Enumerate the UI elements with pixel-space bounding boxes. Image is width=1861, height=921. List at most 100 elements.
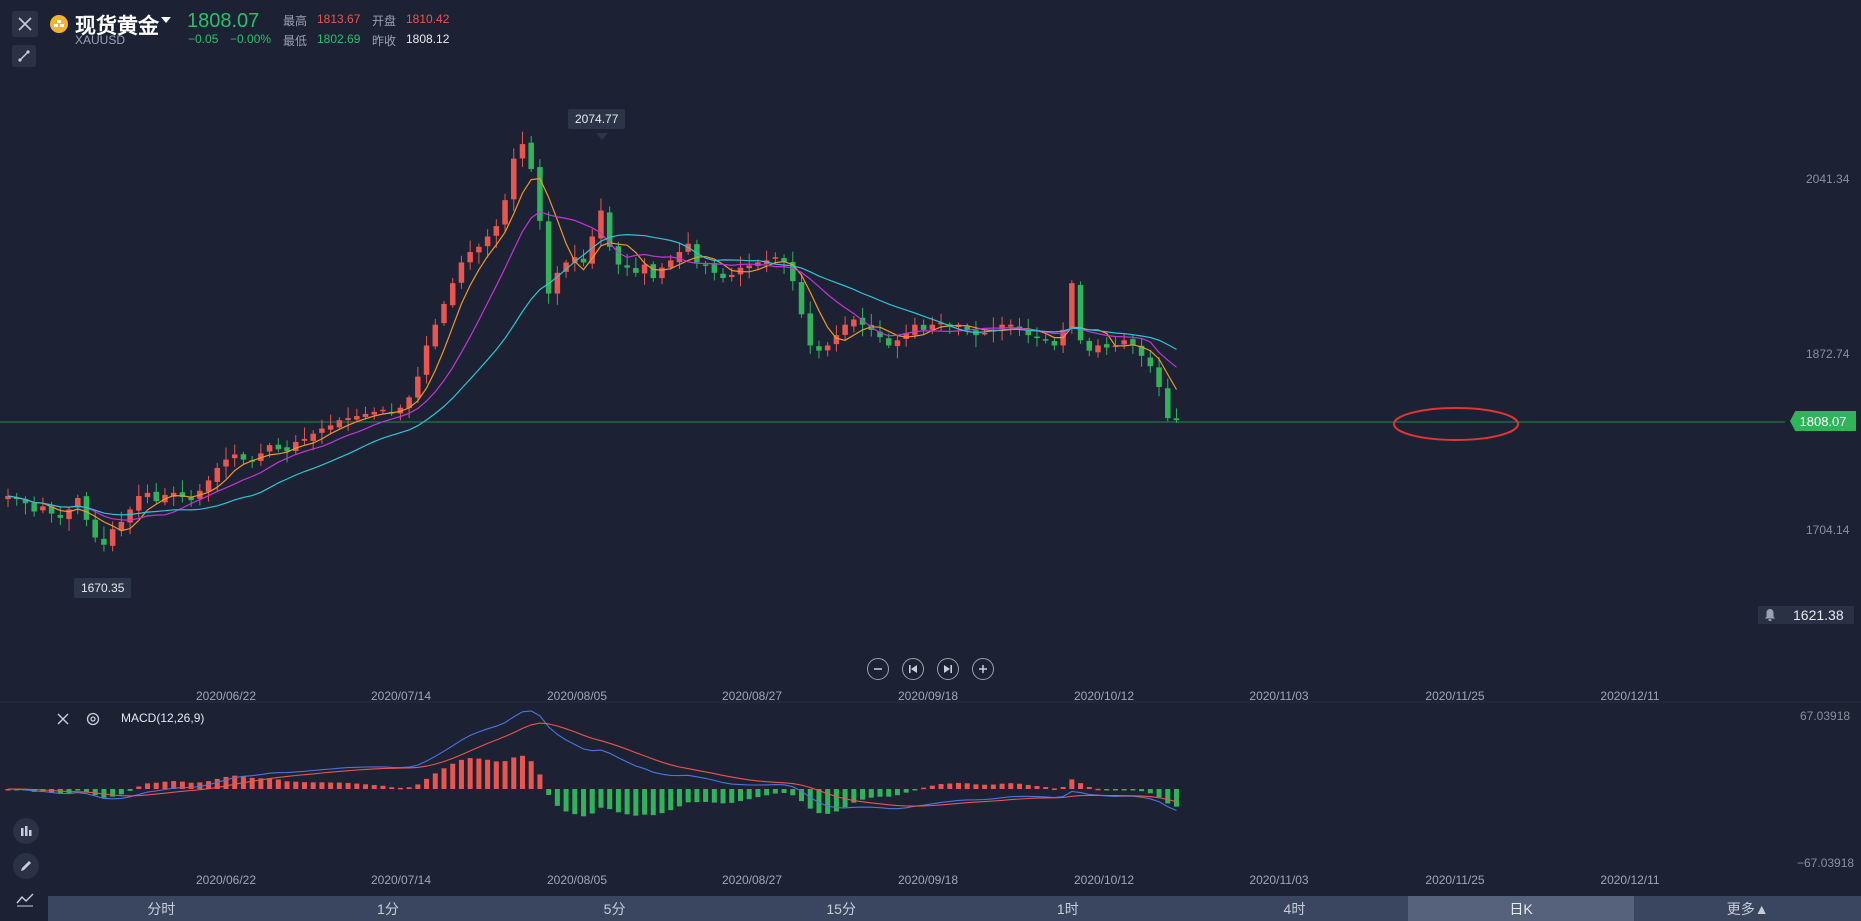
macd-histogram-bar: [799, 789, 805, 802]
macd-histogram-bar: [868, 789, 874, 798]
date-axis-label: 2020/08/05: [546, 689, 608, 703]
macd-histogram-bar: [136, 786, 142, 789]
candle-down: [885, 338, 892, 346]
candle-down: [275, 444, 282, 450]
macd-histogram-bar: [746, 789, 752, 800]
macd-histogram-bar: [772, 789, 778, 794]
scroll-start-button[interactable]: [902, 658, 924, 680]
candle-up: [380, 409, 386, 412]
period-tab-4h[interactable]: 4时: [1283, 900, 1306, 917]
macd-histogram-bar: [1043, 787, 1049, 789]
macd-histogram-bar: [1025, 784, 1031, 789]
low-value: 1802.69: [317, 32, 361, 46]
close-chart-button[interactable]: [12, 11, 38, 37]
period-tab-timeline[interactable]: 分时: [147, 900, 176, 917]
macd-histogram-bar: [912, 789, 918, 791]
bell-icon[interactable]: [1763, 608, 1777, 622]
zoom-out-button[interactable]: [867, 658, 889, 680]
line-chart-button[interactable]: [13, 888, 37, 912]
macd-histogram-bar: [380, 785, 386, 789]
macd-histogram-bar: [92, 789, 98, 796]
price-change: −0.05: [188, 32, 219, 46]
instrument-name[interactable]: 现货黄金: [75, 15, 159, 38]
peak-pointer: [596, 133, 608, 140]
candle-up: [572, 257, 578, 263]
minus-icon: [874, 668, 882, 670]
macd-histogram-bar: [214, 778, 220, 789]
draw-tool-button[interactable]: [12, 45, 36, 67]
candle-up: [170, 492, 177, 497]
peak-price-label: 2074.77: [568, 109, 626, 129]
candle-up: [75, 498, 81, 508]
candle-down: [1025, 330, 1031, 336]
macd-histogram-bar: [293, 781, 299, 789]
candle-down: [1051, 340, 1058, 346]
candle-up: [441, 303, 447, 324]
candle-down: [528, 142, 534, 170]
high-value: 1813.67: [317, 12, 361, 26]
close-icon: [18, 17, 32, 31]
draw-button[interactable]: [13, 853, 39, 879]
candle-up: [589, 236, 595, 264]
macd-histogram-bar: [249, 777, 255, 789]
period-tab-15m[interactable]: 15分: [826, 900, 856, 917]
macd-histogram-bar: [546, 789, 552, 796]
indicator-button[interactable]: [13, 818, 39, 844]
period-tab-daily[interactable]: 日K: [1407, 896, 1635, 921]
prev-close-label: 昨收: [372, 34, 397, 48]
macd-dea-line: [7, 722, 1177, 807]
plus-icon: [979, 665, 987, 673]
period-tab-1m[interactable]: 1分: [377, 900, 399, 917]
period-tab-more[interactable]: 更多▲: [1726, 900, 1769, 917]
period-tab-1h[interactable]: 1时: [1056, 900, 1079, 917]
macd-histogram-bar: [1165, 789, 1171, 804]
macd-histogram-bar: [642, 789, 648, 815]
candle-up: [729, 274, 735, 278]
candle-down: [22, 499, 29, 504]
zoom-in-button[interactable]: [972, 658, 994, 680]
macd-histogram-bar: [1112, 789, 1118, 791]
macd-histogram-bar: [389, 787, 395, 789]
line-chart-icon: [16, 893, 34, 907]
macd-histogram-bar: [921, 787, 927, 790]
candle-down: [702, 264, 709, 266]
macd-histogram-bar: [319, 782, 325, 789]
macd-histogram-bar: [1139, 789, 1145, 792]
low-label: 最低: [283, 34, 308, 48]
macd-histogram-bar: [1060, 786, 1066, 789]
candle-up: [1121, 340, 1127, 345]
macd-histogram-bar: [964, 783, 970, 789]
candle-down: [1130, 339, 1136, 346]
candle-up: [833, 335, 840, 345]
close-indicator-icon[interactable]: [57, 713, 69, 725]
scroll-end-button[interactable]: [937, 658, 959, 680]
settings-icon[interactable]: [86, 712, 100, 726]
candle-down: [606, 212, 613, 247]
macd-histogram-bar: [284, 781, 290, 789]
macd-histogram-bar: [1086, 787, 1092, 789]
candle-down: [798, 282, 805, 315]
macd-histogram-bar: [1017, 783, 1023, 789]
candle-down: [1086, 340, 1093, 351]
candle-down: [711, 263, 718, 273]
macd-histogram-bar: [607, 789, 613, 810]
date-axis-label: 2020/12/11: [1600, 689, 1660, 703]
candle-up: [737, 267, 744, 275]
highlight-ellipse: [1393, 407, 1519, 441]
candle-up: [118, 521, 125, 531]
chevron-down-icon[interactable]: [161, 17, 171, 25]
macd-histogram-bar: [1095, 788, 1101, 791]
high-label: 最高: [283, 14, 308, 28]
candle-up: [676, 252, 683, 263]
macd-histogram-bar: [615, 789, 621, 813]
macd-histogram-bar: [162, 781, 168, 789]
candle-up: [205, 480, 212, 492]
period-tab-5m[interactable]: 5分: [603, 900, 626, 917]
candle-down: [877, 331, 883, 338]
candle-up: [301, 438, 308, 441]
macd-histogram-bar: [659, 789, 665, 814]
price-alert[interactable]: 1621.38: [1758, 606, 1854, 624]
macd-histogram-bar: [860, 789, 866, 800]
date-axis-label: 2020/09/18: [897, 873, 959, 887]
